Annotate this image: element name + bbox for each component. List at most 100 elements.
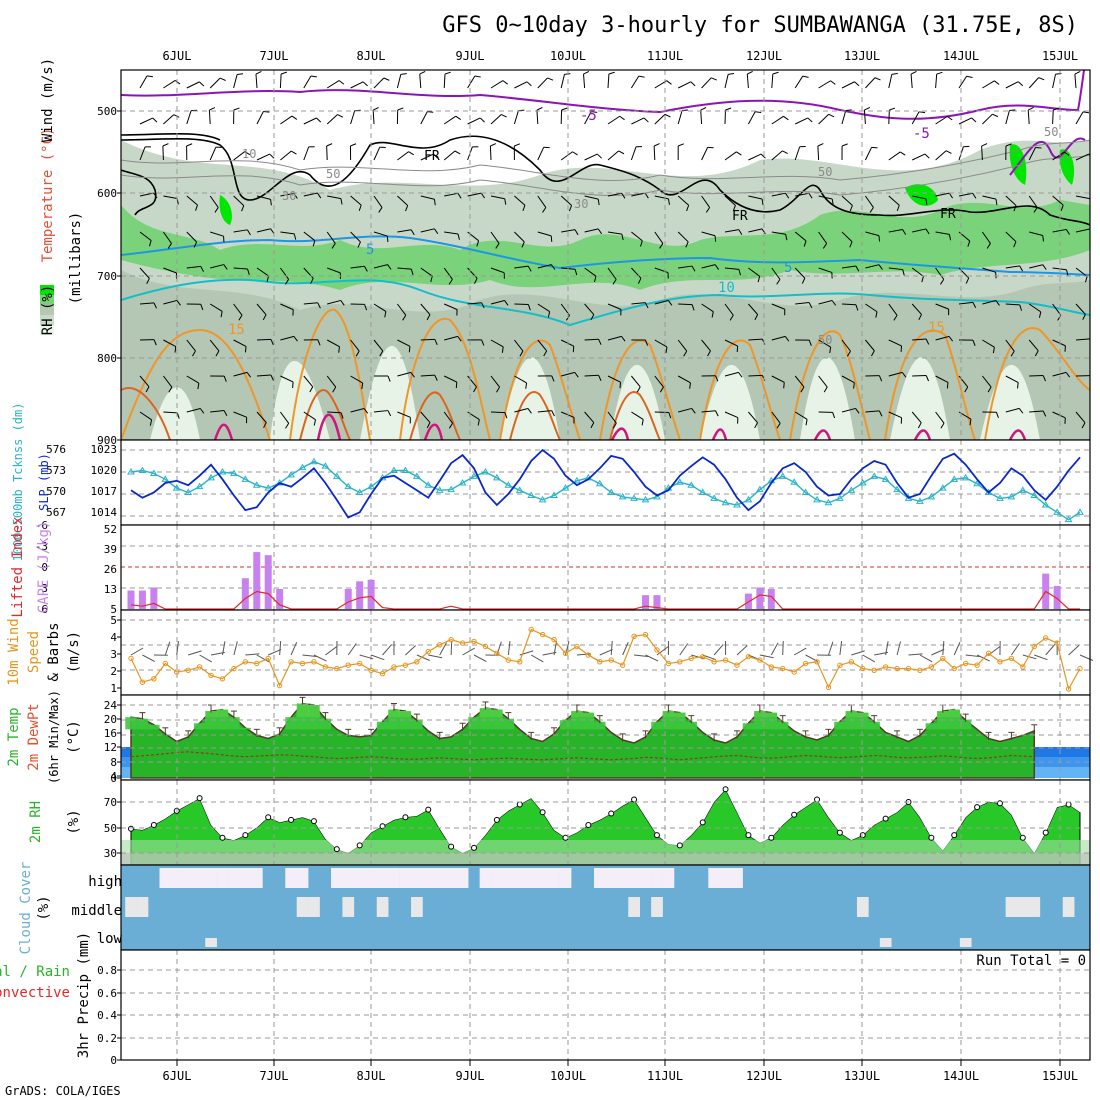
thickness-marker	[973, 479, 981, 487]
wind-barb	[607, 231, 622, 235]
wind-barb-flag	[387, 264, 392, 270]
wind-barb	[1027, 110, 1030, 125]
wind-speed-marker	[631, 633, 637, 639]
wind-speed-marker	[928, 664, 935, 670]
wind-barb-flag	[1042, 410, 1047, 417]
wind-barb	[372, 109, 375, 125]
wind-barb-flag	[317, 302, 321, 309]
rh-marker	[310, 818, 317, 825]
cape-bar	[653, 595, 661, 609]
wind-barb	[397, 267, 412, 270]
cloud-high-clear-cell	[628, 868, 640, 888]
y-tick-label: 700	[97, 270, 117, 283]
wind10m-barb	[1045, 644, 1056, 656]
wind-speed-marker	[551, 637, 557, 643]
wind-barb	[444, 335, 458, 341]
rh-marker	[1065, 801, 1072, 808]
rh-marker	[699, 819, 706, 826]
thickness-marker	[332, 472, 341, 479]
cape-tick-label: 13	[104, 583, 117, 596]
wind-barb	[865, 339, 875, 352]
wind-speed-marker	[757, 657, 763, 663]
wind-barb	[209, 339, 220, 352]
wind-barb-flag	[362, 81, 368, 87]
wind-barb	[467, 117, 481, 125]
wind10m-barb	[405, 645, 417, 656]
thickness-marker	[424, 481, 433, 488]
wind-barb-flag	[186, 143, 193, 147]
wind-barb-flag	[408, 346, 411, 353]
wind10m-barb	[302, 654, 317, 658]
slp-tick-label: 1017	[91, 485, 118, 498]
thickness-marker	[961, 473, 970, 481]
thickness-marker	[790, 478, 799, 485]
wind-barb	[607, 267, 617, 280]
wind-speed-marker	[825, 684, 832, 690]
wind10m-barb	[942, 641, 945, 656]
wind-barb-flag	[685, 241, 689, 248]
wind-barb	[186, 339, 196, 352]
slp-tick-label: 1014	[91, 506, 118, 519]
wind10m-barb	[279, 641, 282, 656]
y-tick-label: 0.6	[97, 987, 117, 1000]
rh-marker	[196, 795, 203, 802]
wind-speed-marker	[860, 665, 866, 672]
wind-y-ticks: 5 4 3 2 1	[110, 614, 121, 695]
wind-barb-flag	[665, 346, 668, 353]
thickness-marker	[573, 476, 581, 484]
wind-barb-flag	[992, 113, 999, 118]
bottom-day-label: 14JUL	[943, 1069, 979, 1083]
temp-band-cell	[479, 708, 492, 730]
wind-barb	[748, 195, 763, 200]
thickness-marker	[836, 494, 844, 501]
wind-barb	[163, 299, 178, 305]
rh-legend-swatch-3	[40, 305, 54, 315]
wind-barb	[163, 195, 178, 199]
wind-barb-flag	[1013, 241, 1017, 248]
cape-bar	[367, 579, 375, 609]
wind-barb-flag	[691, 408, 696, 414]
wind-barb	[654, 267, 669, 274]
wind-barb	[1028, 303, 1042, 313]
temp-band-cell	[925, 723, 938, 730]
wind-barb-flag	[966, 75, 973, 78]
slp-tick-label: 1020	[91, 464, 118, 477]
wind-barb	[1075, 411, 1086, 424]
wind-barb	[747, 111, 756, 125]
wind-barb-flag	[214, 207, 219, 213]
wind-barb-flag	[310, 278, 314, 284]
rh-marker	[928, 834, 935, 841]
rh-legend-swatch-4	[40, 315, 54, 325]
wind-barb-flag	[200, 304, 204, 311]
wind-barb	[912, 228, 926, 233]
wind-barb	[981, 231, 991, 244]
wind-barb-flag	[176, 412, 180, 419]
wind-speed-marker	[391, 664, 397, 670]
wind-speed-marker	[299, 660, 306, 667]
wind-barb-flag	[1042, 375, 1047, 382]
wind-barb	[233, 267, 248, 270]
thickness-marker	[1053, 508, 1062, 515]
temp-contour-minus5	[121, 70, 1085, 120]
wind-barb	[724, 267, 739, 270]
wind-barb	[420, 153, 434, 161]
wind10m-barb	[164, 641, 171, 656]
wind-barb-flag	[875, 311, 878, 318]
thickness-marker	[698, 488, 707, 496]
wind-barb	[771, 115, 784, 125]
wind-barb	[397, 195, 409, 206]
wind-barb-flag	[246, 229, 251, 236]
wind-barb	[958, 117, 972, 125]
wind-barb	[186, 408, 201, 413]
wind-barb-flag	[1074, 70, 1081, 75]
wind-barb-flag	[1042, 264, 1047, 270]
wind-barb-flag	[612, 279, 617, 285]
wind-barb-flag	[967, 240, 971, 247]
wind-barb-flag	[668, 198, 670, 205]
cape-bar	[264, 555, 272, 609]
wind-barb-flag	[896, 205, 900, 212]
cloud-high-clear-cell	[285, 868, 297, 888]
wind-barb-flag	[644, 302, 649, 309]
wind-barb	[186, 231, 197, 243]
wind-barb-flag	[761, 198, 764, 205]
